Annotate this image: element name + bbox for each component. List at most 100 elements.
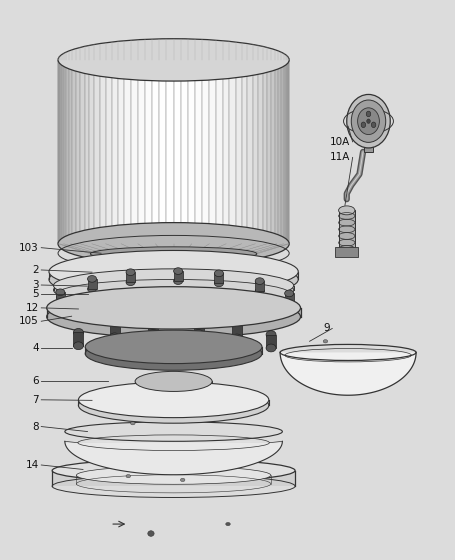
Ellipse shape [265, 331, 275, 338]
Bar [363, 145, 372, 152]
Ellipse shape [246, 311, 255, 316]
Ellipse shape [155, 285, 164, 291]
Polygon shape [65, 441, 282, 475]
Polygon shape [262, 60, 267, 244]
Polygon shape [173, 60, 181, 244]
Bar [181, 376, 190, 381]
Bar [181, 382, 190, 386]
Ellipse shape [225, 522, 230, 526]
Ellipse shape [265, 344, 275, 352]
Text: 105: 105 [19, 316, 39, 326]
Ellipse shape [191, 285, 200, 291]
Polygon shape [46, 308, 300, 317]
Polygon shape [84, 60, 89, 244]
Ellipse shape [53, 273, 293, 307]
Polygon shape [247, 60, 252, 244]
Polygon shape [106, 60, 111, 244]
Polygon shape [159, 60, 166, 244]
Ellipse shape [286, 306, 295, 312]
Ellipse shape [338, 245, 354, 253]
Polygon shape [69, 60, 72, 244]
Polygon shape [193, 320, 203, 334]
Ellipse shape [73, 342, 83, 349]
Ellipse shape [58, 39, 288, 81]
Ellipse shape [78, 311, 87, 316]
Polygon shape [56, 294, 290, 297]
Polygon shape [53, 286, 293, 290]
Polygon shape [118, 60, 124, 244]
Ellipse shape [323, 339, 327, 343]
Polygon shape [135, 381, 212, 386]
Ellipse shape [90, 247, 256, 261]
Ellipse shape [357, 108, 379, 134]
Polygon shape [278, 60, 280, 244]
Text: 7: 7 [32, 395, 39, 405]
Polygon shape [229, 60, 235, 244]
Polygon shape [287, 60, 288, 244]
Polygon shape [148, 320, 158, 334]
Polygon shape [131, 60, 137, 244]
Ellipse shape [85, 330, 262, 363]
Bar [145, 376, 154, 381]
Text: 4: 4 [32, 343, 39, 353]
Polygon shape [284, 293, 293, 304]
Ellipse shape [56, 299, 65, 306]
Polygon shape [58, 60, 59, 244]
Polygon shape [73, 333, 83, 346]
Polygon shape [216, 60, 222, 244]
Ellipse shape [126, 279, 135, 286]
Ellipse shape [180, 478, 185, 482]
Bar [192, 376, 201, 381]
Ellipse shape [228, 290, 237, 295]
Polygon shape [209, 60, 216, 244]
Ellipse shape [284, 300, 293, 307]
Ellipse shape [135, 371, 212, 391]
Polygon shape [58, 60, 288, 244]
Polygon shape [124, 60, 131, 244]
Ellipse shape [56, 283, 290, 312]
Polygon shape [232, 325, 242, 338]
Ellipse shape [49, 258, 298, 301]
Ellipse shape [134, 392, 140, 396]
Polygon shape [78, 400, 268, 405]
Polygon shape [280, 60, 283, 244]
Ellipse shape [56, 279, 290, 309]
Bar [169, 382, 178, 386]
Ellipse shape [193, 316, 203, 324]
Ellipse shape [370, 122, 375, 128]
Bar [145, 382, 154, 386]
Text: 6: 6 [32, 376, 39, 386]
Ellipse shape [135, 376, 212, 396]
Text: 2: 2 [32, 265, 39, 275]
Ellipse shape [123, 287, 132, 293]
Text: 9: 9 [323, 324, 329, 333]
Polygon shape [235, 60, 241, 244]
Ellipse shape [147, 531, 154, 536]
Ellipse shape [91, 263, 101, 269]
Polygon shape [241, 60, 247, 244]
Polygon shape [166, 60, 173, 244]
Ellipse shape [78, 382, 268, 418]
Ellipse shape [366, 119, 369, 123]
Ellipse shape [338, 206, 354, 215]
Text: 12: 12 [25, 303, 39, 313]
Ellipse shape [126, 474, 130, 478]
Ellipse shape [214, 280, 223, 287]
Text: 14: 14 [25, 460, 39, 470]
Ellipse shape [148, 316, 158, 324]
Polygon shape [94, 60, 100, 244]
Ellipse shape [78, 388, 268, 423]
Polygon shape [271, 60, 274, 244]
Polygon shape [195, 60, 202, 244]
Polygon shape [214, 273, 223, 283]
Polygon shape [257, 60, 262, 244]
Text: 8: 8 [32, 422, 39, 432]
Polygon shape [66, 60, 69, 244]
Polygon shape [222, 60, 229, 244]
Ellipse shape [85, 337, 262, 370]
Ellipse shape [65, 304, 74, 310]
Polygon shape [59, 60, 60, 244]
Polygon shape [274, 60, 278, 244]
Ellipse shape [76, 466, 270, 484]
Polygon shape [49, 272, 298, 279]
